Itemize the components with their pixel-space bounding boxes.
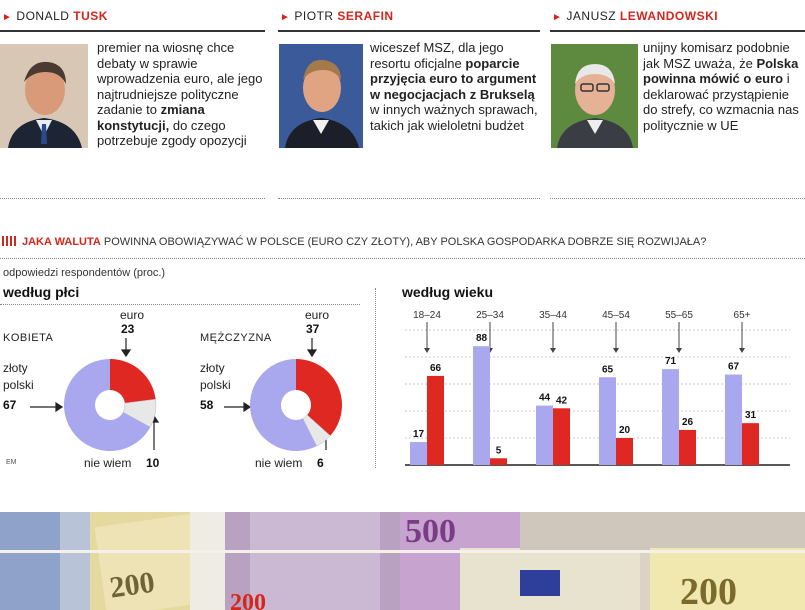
pointer-arrow <box>306 349 318 358</box>
euro-slice <box>296 359 342 436</box>
respondents-note: odpowiedzi respondentów (proc.) <box>3 267 166 279</box>
banknote-denomination: 500 <box>405 513 456 550</box>
pointer-arrow <box>550 348 556 353</box>
politician-name-1: ► DONALD TUSK <box>2 9 108 23</box>
zloty-bar <box>662 369 679 465</box>
unknown-label: nie wiem <box>84 456 132 470</box>
name-rule <box>0 30 265 32</box>
zloty-slice <box>250 359 317 451</box>
bar-value-label: 66 <box>430 363 442 374</box>
name-rule <box>550 30 805 32</box>
pointer-arrow <box>120 349 132 358</box>
grid-icon <box>2 236 18 246</box>
gender-donut-charts <box>30 338 342 452</box>
pointer-icon: ► <box>280 12 291 23</box>
unknown-value: 6 <box>317 456 324 470</box>
zloty-value: 67 <box>3 398 17 412</box>
zloty-label: złoty polski <box>200 361 231 392</box>
euro-bar <box>742 423 759 465</box>
pointer-icon: ► <box>2 12 13 23</box>
quote-lewandowski: unijny komisarz podobnie jak MSZ uważa, … <box>643 40 799 133</box>
gender-chart-title: według płci <box>3 284 80 300</box>
zloty-label: złoty polski <box>3 361 34 392</box>
name-rule <box>278 30 540 32</box>
euro-slice <box>110 359 156 404</box>
banknote-denomination: 200 <box>230 590 266 610</box>
pointer-icon: ► <box>552 12 563 23</box>
age-tick-label: 18–24 <box>413 310 441 321</box>
euro-bar <box>616 438 633 465</box>
pointer-arrow <box>55 401 64 413</box>
pointer-arrow <box>424 348 430 353</box>
euro-bar <box>490 458 507 465</box>
bar-value-label: 42 <box>556 395 568 406</box>
bar-value-label: 44 <box>539 393 551 404</box>
bar-value-label: 31 <box>745 410 757 421</box>
bar-value-label: 17 <box>413 429 425 440</box>
group-name-mezczyzna: MĘŻCZYZNA <box>200 332 272 344</box>
pointer-arrow <box>243 401 252 413</box>
zloty-bar <box>536 405 553 465</box>
age-tick-label: 25–34 <box>476 310 504 321</box>
divider <box>0 304 360 305</box>
divider <box>0 198 265 199</box>
bar-value-label: 65 <box>602 364 614 375</box>
age-tick-label: 45–54 <box>602 310 630 321</box>
unknown-value: 10 <box>146 456 160 470</box>
divider <box>550 198 805 199</box>
euro-value: 23 <box>121 322 135 336</box>
bar-value-label: 71 <box>665 356 677 367</box>
zloty-bar <box>410 442 427 465</box>
group-name-kobieta: KOBIETA <box>3 332 54 344</box>
age-bar-chart: 18–24 17 66 25–34 88 5 35–44 44 42 45–54 65 20 55–65… <box>405 310 790 466</box>
age-tick-label: 55–65 <box>665 310 693 321</box>
euro-bar <box>427 375 444 465</box>
portrait-photo-lewandowski <box>551 44 638 148</box>
euro-bar <box>679 429 696 465</box>
zloty-bar <box>599 377 616 465</box>
banknotes-photo: 200 500 200 200 <box>0 512 805 610</box>
unknown-label: nie wiem <box>255 456 303 470</box>
divider <box>375 288 376 468</box>
pointer-arrow <box>613 348 619 353</box>
divider <box>278 198 540 199</box>
bar-value-label: 67 <box>728 362 740 373</box>
euro-bar <box>553 408 570 465</box>
zloty-slice <box>63 359 151 452</box>
zloty-value: 58 <box>200 398 214 412</box>
euro-label: euro <box>305 308 330 322</box>
zloty-bar <box>725 374 742 465</box>
age-tick-label: 35–44 <box>539 310 567 321</box>
bar-value-label: 88 <box>476 333 488 344</box>
portrait-photo-tusk <box>0 44 88 148</box>
age-tick-label: 65+ <box>734 310 751 321</box>
age-chart-title: według wieku <box>402 284 494 300</box>
bar-value-label: 20 <box>619 425 631 436</box>
euro-value: 37 <box>306 322 320 336</box>
survey-question: JAKA WALUTA POWINNA OBOWIĄZYWAĆ W POLSCE… <box>2 236 706 248</box>
zloty-bar <box>473 346 490 465</box>
politician-name-3: ► JANUSZ LEWANDOWSKI <box>552 9 719 23</box>
source-mark: EM <box>6 459 17 466</box>
pointer-arrow <box>739 348 745 353</box>
bar-value-label: 5 <box>496 445 502 456</box>
banknote-denomination: 200 <box>680 571 737 610</box>
quote-serafin: wiceszef MSZ, dla jego resortu oficjalne… <box>370 40 538 133</box>
bar-value-label: 26 <box>682 417 694 428</box>
quote-tusk: premier na wiosnę chce debaty w sprawie … <box>97 40 263 148</box>
portrait-photo-serafin <box>279 44 363 148</box>
banknote-denomination: 200 <box>108 566 157 605</box>
pointer-arrow <box>676 348 682 353</box>
politician-name-2: ► PIOTR SERAFIN <box>280 9 394 23</box>
divider <box>0 258 805 259</box>
euro-label: euro <box>120 308 145 322</box>
